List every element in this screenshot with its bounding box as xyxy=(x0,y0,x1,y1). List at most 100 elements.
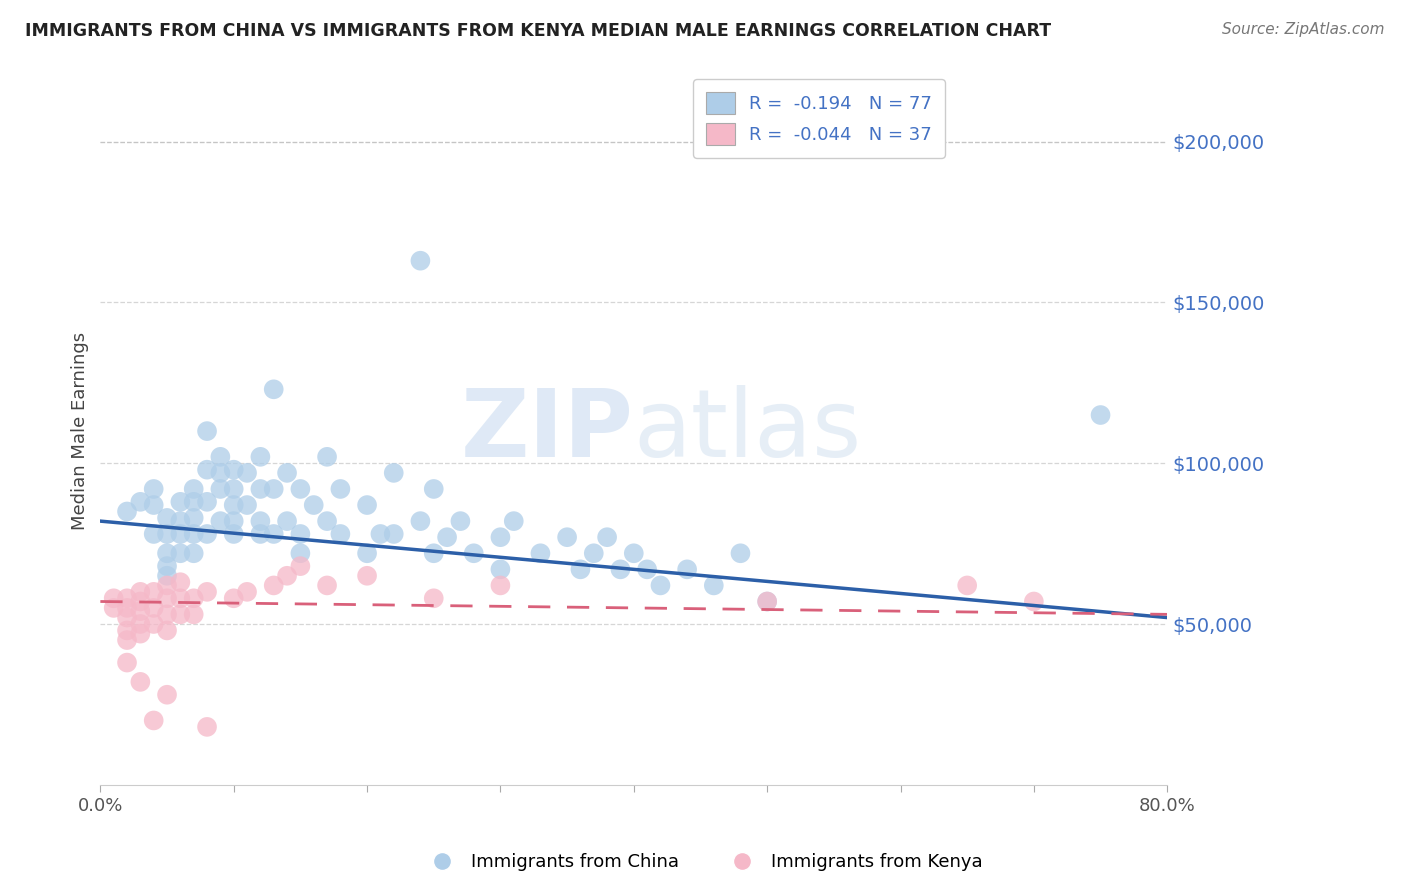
Point xyxy=(676,562,699,576)
Point xyxy=(290,482,312,496)
Point xyxy=(222,591,245,606)
Point xyxy=(169,575,191,590)
Point xyxy=(209,514,232,528)
Point xyxy=(183,527,205,541)
Point xyxy=(436,530,458,544)
Point xyxy=(115,504,138,518)
Point xyxy=(156,568,179,582)
Point xyxy=(236,466,259,480)
Legend: R =  -0.194   N = 77, R =  -0.044   N = 37: R = -0.194 N = 77, R = -0.044 N = 37 xyxy=(693,79,945,158)
Point xyxy=(422,546,444,560)
Text: ZIP: ZIP xyxy=(461,385,634,477)
Point xyxy=(156,546,179,560)
Point xyxy=(582,546,605,560)
Point xyxy=(249,527,271,541)
Point xyxy=(183,546,205,560)
Point xyxy=(115,601,138,615)
Point xyxy=(169,546,191,560)
Point xyxy=(276,514,298,528)
Point xyxy=(195,424,218,438)
Point xyxy=(249,482,271,496)
Point xyxy=(195,495,218,509)
Point xyxy=(316,578,339,592)
Point xyxy=(356,546,378,560)
Point xyxy=(329,482,352,496)
Point xyxy=(103,591,125,606)
Point xyxy=(115,656,138,670)
Point xyxy=(489,578,512,592)
Point xyxy=(183,495,205,509)
Point xyxy=(529,546,551,560)
Point xyxy=(195,527,218,541)
Point xyxy=(409,514,432,528)
Point xyxy=(1090,408,1112,422)
Point xyxy=(115,610,138,624)
Point xyxy=(183,607,205,622)
Point xyxy=(183,591,205,606)
Point xyxy=(382,527,405,541)
Point xyxy=(449,514,471,528)
Point xyxy=(263,382,285,396)
Point xyxy=(623,546,645,560)
Point xyxy=(222,527,245,541)
Point xyxy=(142,498,165,512)
Point xyxy=(316,450,339,464)
Point xyxy=(756,594,779,608)
Point xyxy=(263,482,285,496)
Point xyxy=(956,578,979,592)
Point xyxy=(290,559,312,574)
Point xyxy=(370,527,392,541)
Point xyxy=(156,607,179,622)
Point xyxy=(156,624,179,638)
Point xyxy=(636,562,658,576)
Point xyxy=(129,617,152,632)
Point xyxy=(129,604,152,618)
Point xyxy=(129,585,152,599)
Point xyxy=(356,498,378,512)
Point xyxy=(142,617,165,632)
Point xyxy=(222,482,245,496)
Point xyxy=(382,466,405,480)
Point xyxy=(129,594,152,608)
Point xyxy=(169,514,191,528)
Point xyxy=(156,688,179,702)
Point xyxy=(422,591,444,606)
Point xyxy=(569,562,592,576)
Point xyxy=(222,463,245,477)
Point xyxy=(236,585,259,599)
Point xyxy=(129,495,152,509)
Point xyxy=(156,591,179,606)
Point xyxy=(276,568,298,582)
Point xyxy=(156,559,179,574)
Point xyxy=(183,511,205,525)
Point xyxy=(115,624,138,638)
Point xyxy=(129,626,152,640)
Point xyxy=(730,546,752,560)
Point xyxy=(249,514,271,528)
Point xyxy=(489,562,512,576)
Point xyxy=(142,482,165,496)
Point xyxy=(422,482,444,496)
Legend: Immigrants from China, Immigrants from Kenya: Immigrants from China, Immigrants from K… xyxy=(416,847,990,879)
Point xyxy=(249,450,271,464)
Point xyxy=(222,514,245,528)
Point xyxy=(463,546,485,560)
Point xyxy=(489,530,512,544)
Point xyxy=(316,514,339,528)
Text: IMMIGRANTS FROM CHINA VS IMMIGRANTS FROM KENYA MEDIAN MALE EARNINGS CORRELATION : IMMIGRANTS FROM CHINA VS IMMIGRANTS FROM… xyxy=(25,22,1052,40)
Point xyxy=(222,498,245,512)
Point xyxy=(290,527,312,541)
Point xyxy=(129,674,152,689)
Point xyxy=(115,591,138,606)
Point xyxy=(703,578,725,592)
Point xyxy=(142,585,165,599)
Point xyxy=(263,527,285,541)
Point xyxy=(169,527,191,541)
Point xyxy=(650,578,672,592)
Point xyxy=(263,578,285,592)
Text: Source: ZipAtlas.com: Source: ZipAtlas.com xyxy=(1222,22,1385,37)
Y-axis label: Median Male Earnings: Median Male Earnings xyxy=(72,332,89,530)
Point xyxy=(169,591,191,606)
Point xyxy=(555,530,578,544)
Point xyxy=(142,527,165,541)
